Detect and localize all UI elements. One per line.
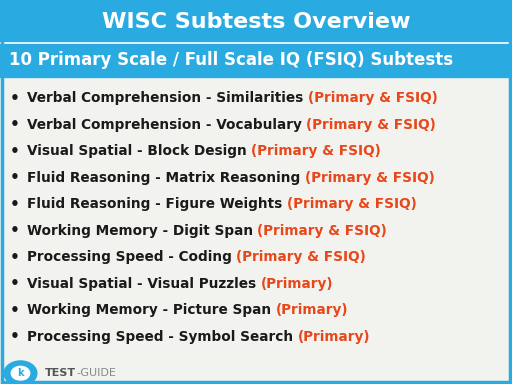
Bar	[0, 0, 512, 43]
Text: •: •	[9, 303, 19, 318]
Circle shape	[4, 361, 37, 384]
Text: (Primary & FSIQ): (Primary & FSIQ)	[258, 224, 387, 238]
Text: (Primary): (Primary)	[261, 276, 333, 291]
Text: (Primary & FSIQ): (Primary & FSIQ)	[236, 250, 366, 264]
Text: •: •	[9, 144, 19, 159]
Bar	[0, 43, 512, 77]
Text: -GUIDE: -GUIDE	[76, 368, 116, 378]
Text: •: •	[9, 197, 19, 212]
Text: k: k	[17, 368, 24, 378]
Text: Verbal Comprehension - Similarities: Verbal Comprehension - Similarities	[27, 91, 308, 105]
Text: (Primary & FSIQ): (Primary & FSIQ)	[251, 144, 381, 158]
Text: Verbal Comprehension - Vocabulary: Verbal Comprehension - Vocabulary	[27, 118, 306, 132]
Text: Working Memory - Digit Span: Working Memory - Digit Span	[27, 224, 258, 238]
Text: •: •	[9, 117, 19, 132]
Text: (Primary & FSIQ): (Primary & FSIQ)	[305, 171, 434, 185]
Text: TEST: TEST	[45, 368, 76, 378]
Text: (Primary): (Primary)	[297, 329, 370, 344]
Text: 10 Primary Scale / Full Scale IQ (FSIQ) Subtests: 10 Primary Scale / Full Scale IQ (FSIQ) …	[9, 51, 453, 69]
Circle shape	[11, 366, 30, 380]
Text: •: •	[9, 250, 19, 265]
Text: Fluid Reasoning - Matrix Reasoning: Fluid Reasoning - Matrix Reasoning	[27, 171, 305, 185]
Text: (Primary): (Primary)	[275, 303, 348, 317]
Text: •: •	[9, 329, 19, 344]
Text: Visual Spatial - Visual Puzzles: Visual Spatial - Visual Puzzles	[27, 276, 261, 291]
Text: •: •	[9, 223, 19, 238]
Text: Working Memory - Picture Span: Working Memory - Picture Span	[27, 303, 275, 317]
Text: (Primary & FSIQ): (Primary & FSIQ)	[287, 197, 416, 211]
Text: •: •	[9, 276, 19, 291]
Text: Processing Speed - Coding: Processing Speed - Coding	[27, 250, 236, 264]
Text: Fluid Reasoning - Figure Weights: Fluid Reasoning - Figure Weights	[27, 197, 287, 211]
Text: (Primary & FSIQ): (Primary & FSIQ)	[308, 91, 437, 105]
Text: WISC Subtests Overview: WISC Subtests Overview	[102, 12, 410, 31]
Text: •: •	[9, 91, 19, 106]
Text: •: •	[9, 170, 19, 185]
Text: (Primary & FSIQ): (Primary & FSIQ)	[306, 118, 436, 132]
Text: Processing Speed - Symbol Search: Processing Speed - Symbol Search	[27, 329, 297, 344]
Text: Visual Spatial - Block Design: Visual Spatial - Block Design	[27, 144, 251, 158]
